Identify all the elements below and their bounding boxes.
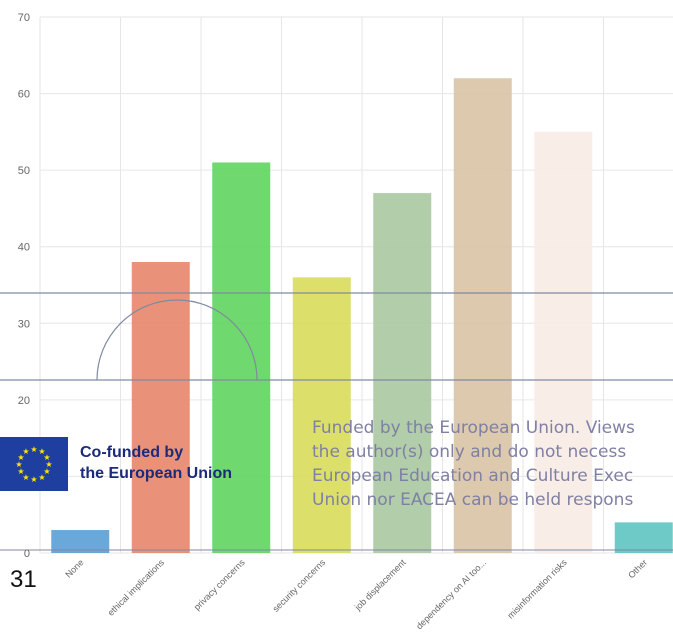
svg-text:★: ★ (45, 460, 52, 469)
svg-text:★: ★ (38, 473, 45, 482)
eu-stars-icon: ★ ★ ★ ★ ★ ★ ★ ★ ★ ★ ★ ★ (15, 445, 52, 484)
eu-cofunded-label: Co-funded by the European Union (80, 442, 232, 484)
svg-text:★: ★ (30, 475, 37, 484)
bar-none (51, 530, 110, 553)
x-tick-label: misinformation risks (505, 557, 569, 621)
x-axis-ticks: None ethical implications privacy concerns… (63, 557, 649, 631)
bar-ethical-implications (131, 262, 190, 553)
disclaimer-line-1: Funded by the European Union. Views (312, 418, 635, 438)
bar-misinformation-risks (534, 131, 593, 553)
y-axis-ticks: 010203040506070 (18, 12, 30, 560)
eu-label-line-2: the European Union (80, 465, 232, 482)
funding-disclaimer: Funded by the European Union. Views the … (312, 416, 673, 512)
y-tick-label: 20 (18, 395, 30, 407)
svg-text:★: ★ (43, 453, 50, 462)
y-tick-label: 0 (24, 548, 30, 560)
y-tick-label: 60 (18, 89, 30, 101)
bar-other (614, 522, 673, 553)
disclaimer-line-3: European Education and Culture Exec (312, 466, 634, 486)
page-number: 31 (10, 566, 37, 593)
svg-text:★: ★ (22, 447, 29, 456)
x-tick-label: None (63, 557, 85, 579)
svg-text:★: ★ (15, 460, 22, 469)
slide-overlay-lines (0, 292, 673, 551)
x-tick-label: job displacement (352, 557, 408, 613)
y-tick-label: 50 (18, 165, 30, 177)
overlay-arc (96, 299, 258, 381)
x-tick-label: privacy concerns (192, 557, 247, 612)
bar-security-concerns (292, 277, 351, 553)
svg-text:★: ★ (43, 467, 50, 476)
bar-job-displacement (373, 193, 432, 553)
x-tick-label: dependency on AI too... (414, 557, 488, 631)
bar-privacy-concerns (212, 162, 271, 553)
eu-flag-logo: ★ ★ ★ ★ ★ ★ ★ ★ ★ ★ ★ ★ (0, 437, 68, 491)
y-tick-label: 40 (18, 242, 30, 254)
svg-text:★: ★ (38, 447, 45, 456)
x-tick-label: ethical implications (106, 557, 167, 618)
y-tick-label: 30 (18, 318, 30, 330)
disclaimer-line-4: Union nor EACEA can be held respons (312, 490, 634, 510)
disclaimer-line-2: the author(s) only and do not necess (312, 442, 627, 462)
bars (51, 78, 673, 553)
svg-text:★: ★ (17, 453, 24, 462)
svg-text:★: ★ (30, 445, 37, 454)
eu-label-line-1: Co-funded by (80, 444, 184, 461)
grid-lines (39, 16, 673, 554)
svg-text:★: ★ (22, 473, 29, 482)
bar-dependency-on-ai-too- (453, 78, 512, 553)
x-tick-label: Other (626, 557, 649, 580)
y-tick-label: 70 (18, 12, 30, 24)
svg-text:★: ★ (17, 467, 24, 476)
x-tick-label: security concerns (271, 557, 328, 614)
